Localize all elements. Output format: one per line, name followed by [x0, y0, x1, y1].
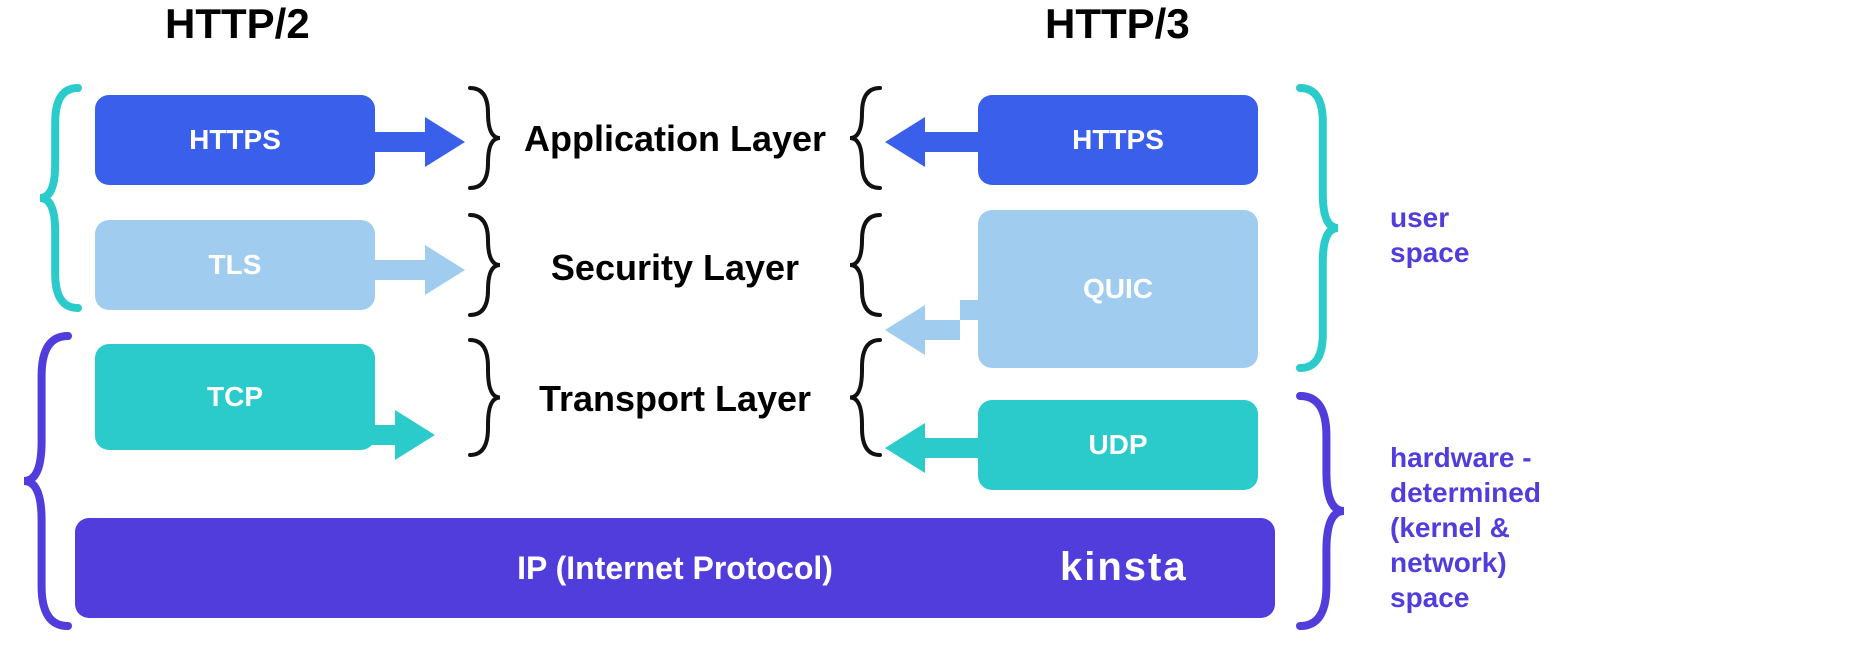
line: hardware - — [1390, 440, 1541, 475]
label-security-layer: Security Layer — [475, 247, 875, 289]
box-label: QUIC — [1083, 273, 1153, 305]
arrow-left-3 — [340, 375, 460, 475]
kinsta-logo: kinsta — [1060, 545, 1188, 590]
line: user — [1390, 200, 1469, 235]
line: space — [1390, 235, 1469, 270]
brace-center-left-1 — [470, 88, 500, 188]
line: (kernel & — [1390, 510, 1541, 545]
box-label: IP (Internet Protocol) — [517, 550, 833, 587]
box-http2-https: HTTPS — [95, 95, 375, 185]
brace-far-right-teal — [1300, 88, 1338, 368]
box-http2-tls: TLS — [95, 220, 375, 310]
title-http3: HTTP/3 — [1045, 0, 1190, 48]
line: network) — [1390, 545, 1541, 580]
brace-center-right-3 — [850, 340, 880, 455]
arrow-right-2 — [885, 300, 1005, 400]
box-label: HTTPS — [1072, 124, 1164, 156]
line: space — [1390, 580, 1541, 615]
brace-far-left-teal — [40, 88, 78, 308]
brace-center-right-1 — [850, 88, 880, 188]
label-application-layer: Application Layer — [475, 118, 875, 160]
box-http3-https: HTTPS — [978, 95, 1258, 185]
brace-center-right-2 — [850, 215, 880, 315]
box-http3-udp: UDP — [978, 400, 1258, 490]
box-label: HTTPS — [189, 124, 281, 156]
brace-far-left-purple — [24, 336, 68, 626]
box-http3-quic: QUIC — [978, 210, 1258, 368]
brace-center-left-2 — [470, 215, 500, 315]
label-user-space: user space — [1390, 200, 1469, 270]
brace-far-right-purple — [1300, 396, 1344, 626]
box-http2-tcp: TCP — [95, 344, 375, 450]
brace-center-left-3 — [470, 340, 500, 455]
arrow-right-1 — [885, 112, 1005, 212]
arrow-right-3 — [885, 418, 1005, 518]
box-label: TCP — [207, 381, 263, 413]
title-http2: HTTP/2 — [165, 0, 310, 48]
box-label: TLS — [209, 249, 262, 281]
label-hardware-space: hardware - determined (kernel & network)… — [1390, 440, 1541, 615]
box-label: UDP — [1088, 429, 1147, 461]
label-transport-layer: Transport Layer — [475, 378, 875, 420]
line: determined — [1390, 475, 1541, 510]
